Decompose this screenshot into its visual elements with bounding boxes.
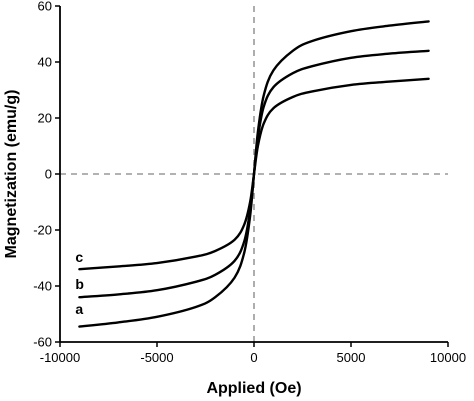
x-tick-label: -10000 xyxy=(40,350,80,365)
y-tick-label: 40 xyxy=(38,55,52,70)
y-tick-label: -40 xyxy=(33,279,52,294)
y-axis-title: Magnetization (emu/g) xyxy=(3,90,20,259)
x-tick-label: 5000 xyxy=(337,350,366,365)
x-tick-label: 0 xyxy=(250,350,257,365)
x-axis-title: Applied (Oe) xyxy=(206,380,301,397)
curve-annotations: abc xyxy=(75,249,84,317)
y-tick-label: -60 xyxy=(33,335,52,350)
y-tick-label: -20 xyxy=(33,223,52,238)
y-tick-label: 0 xyxy=(45,167,52,182)
y-tick-label: 60 xyxy=(38,0,52,14)
curve-label-c: c xyxy=(75,249,83,265)
x-tick-label: 10000 xyxy=(430,350,466,365)
axes: -60 -40 -20 0 20 40 60 -10000 -5000 0 5000 10000 xyxy=(33,0,466,365)
x-tick-label: -5000 xyxy=(140,350,173,365)
series-line-c xyxy=(78,77,430,271)
y-tick-label: 20 xyxy=(38,111,52,126)
magnetization-curves xyxy=(78,20,430,328)
curve-label-b: b xyxy=(75,276,84,292)
curve-label-a: a xyxy=(75,301,83,317)
